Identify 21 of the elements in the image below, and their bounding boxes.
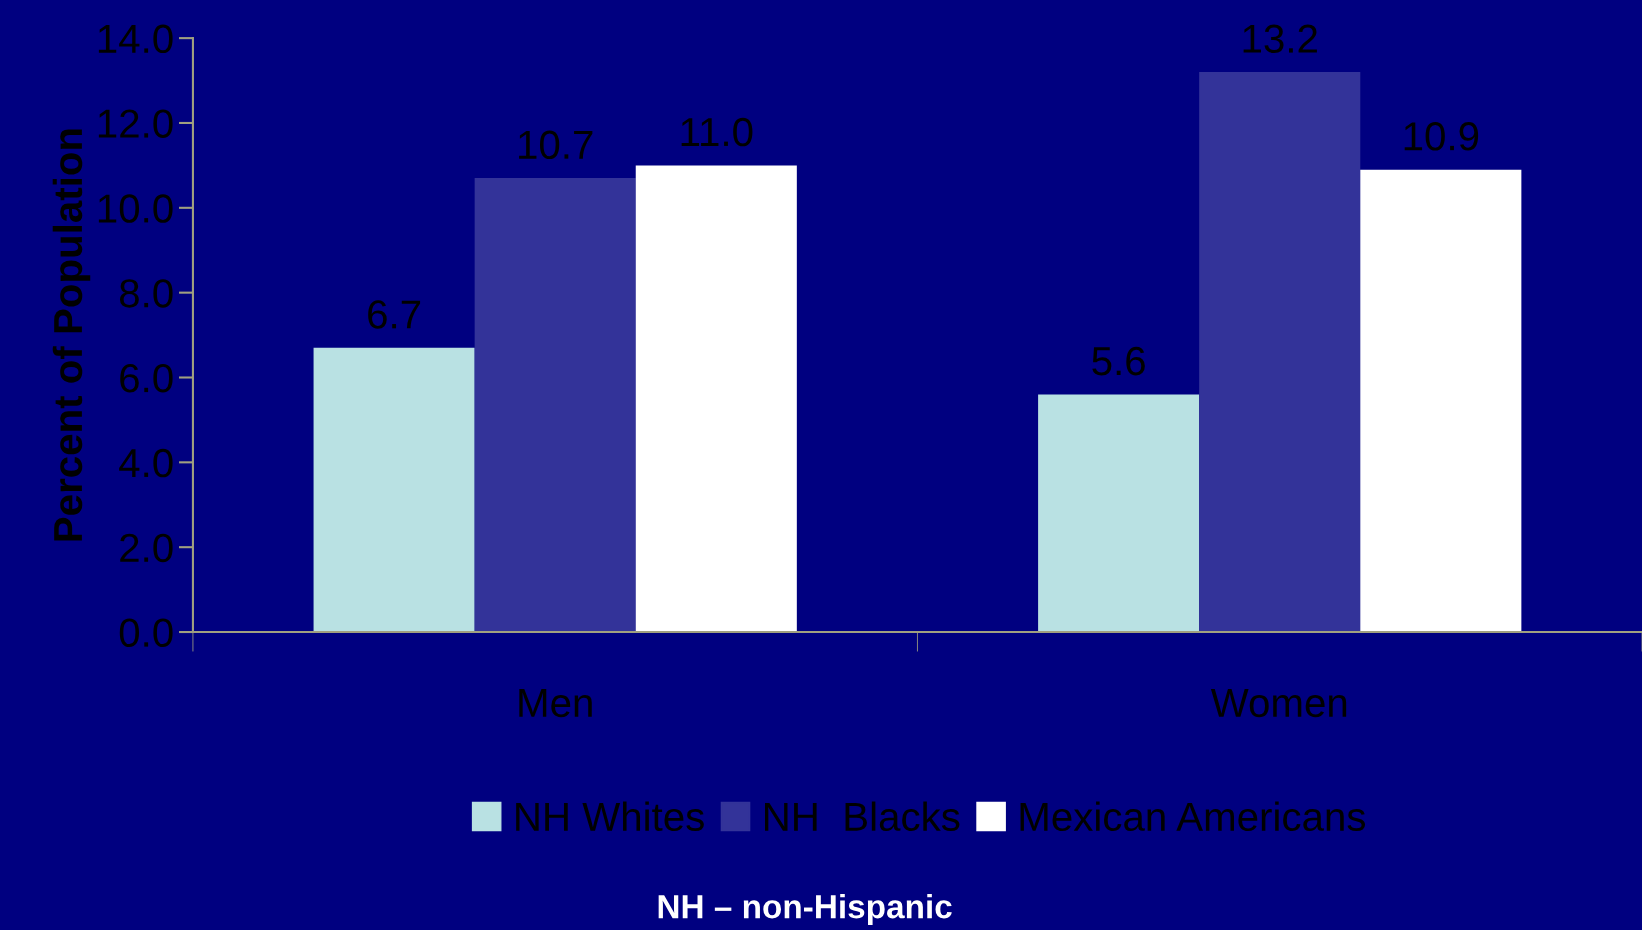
y-axis-title: Percent of Population [52, 129, 91, 541]
y-tick-label: 4.0 [119, 448, 173, 478]
y-tick-label: 10.0 [98, 194, 173, 223]
y-tick-label: 2.0 [120, 533, 173, 563]
data-label: 6.7 [368, 300, 421, 329]
y-tick-label: 8.0 [119, 279, 173, 308]
x-tick-label: Men [519, 689, 592, 718]
data-label: 5.6 [1092, 346, 1145, 376]
x-tick-label: Women [1210, 689, 1347, 718]
legend-label: NH Blacks [765, 801, 960, 832]
text: NH – non-Hispanic [658, 894, 952, 926]
data-label: 11.0 [681, 117, 753, 147]
data-label: 10.7 [519, 130, 593, 160]
y-tick-label: 12.0 [98, 109, 173, 138]
data-label: 13.2 [1243, 24, 1317, 53]
data-label: 10.9 [1404, 122, 1479, 151]
y-tick-label: 6.0 [120, 363, 173, 393]
y-tick-label: 0.0 [119, 618, 173, 648]
legend-label: Mexican Americans [1020, 801, 1366, 832]
legend-label: NH Whites [516, 801, 704, 832]
y-tick-label: 14.0 [98, 24, 173, 54]
